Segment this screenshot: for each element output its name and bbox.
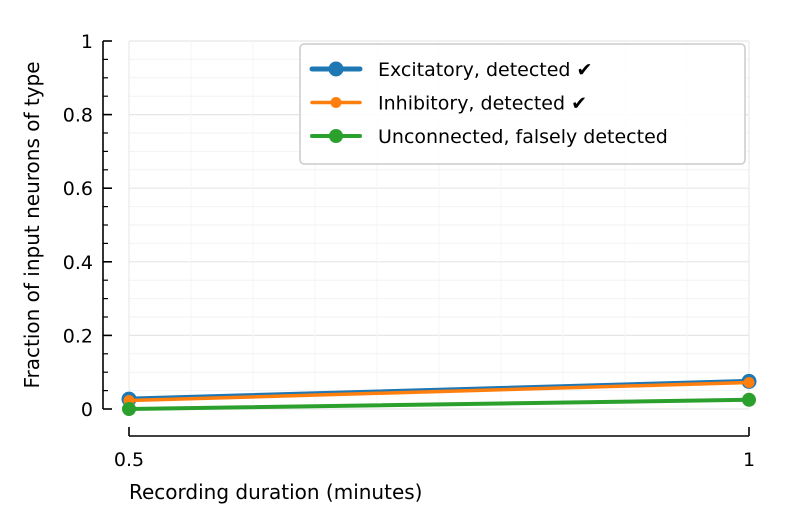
legend-item: Excitatory, detected ✔ — [309, 59, 592, 81]
ticks: 0 0.2 0.4 0.6 0.8 1 0.5 1 — [63, 31, 755, 471]
y-tick-label: 0 — [81, 399, 93, 421]
x-tick-label: 1 — [743, 449, 755, 471]
x-axis-label: Recording duration (minutes) — [129, 480, 422, 504]
data-point — [742, 392, 756, 407]
legend-label: Excitatory, detected ✔ — [378, 59, 592, 81]
series-line — [127, 380, 751, 403]
legend-label: Inhibitory, detected ✔ — [378, 93, 587, 115]
series-group — [121, 373, 757, 416]
legend-box — [299, 43, 746, 165]
series-3 — [122, 392, 756, 416]
legend-swatch-marker — [330, 97, 342, 108]
y-tick-label: 1 — [81, 31, 93, 53]
legend-label: Unconnected, falsely detected — [378, 126, 668, 148]
y-tick-label: 0.4 — [63, 252, 93, 274]
series-line — [127, 397, 751, 411]
x-tick-label: 0.5 — [114, 449, 144, 471]
y-tick-label: 0.6 — [63, 178, 93, 200]
y-tick-label: 0.2 — [63, 325, 93, 347]
legend-swatch-marker — [328, 61, 344, 77]
data-point — [743, 377, 755, 389]
legend-item: Unconnected, falsely detected — [310, 126, 668, 148]
y-axis-label: Fraction of input neurons of type — [20, 61, 44, 388]
legend-item: Inhibitory, detected ✔ — [310, 93, 587, 115]
legend: Excitatory, detected ✔ Inhibitory, detect… — [299, 43, 746, 165]
y-tick-label: 0.8 — [63, 105, 93, 127]
legend-swatch-marker — [329, 129, 343, 143]
data-point — [122, 402, 136, 416]
